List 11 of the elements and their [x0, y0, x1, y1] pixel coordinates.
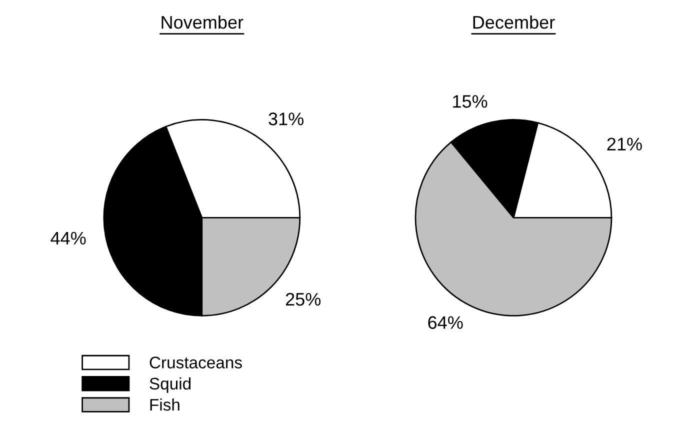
data-label: 25% — [286, 292, 321, 306]
data-label: 64% — [428, 316, 463, 329]
legend-label: Fish — [150, 398, 180, 411]
legend-label: Squid — [150, 377, 191, 393]
data-label: 44% — [50, 232, 86, 245]
data-label: 31% — [268, 112, 304, 126]
chart-title: November — [162, 15, 244, 29]
legend-label: Crustaceans — [150, 356, 242, 368]
data-label: 21% — [607, 138, 642, 150]
chart-title: December — [473, 15, 555, 29]
data-label: 15% — [453, 95, 488, 108]
